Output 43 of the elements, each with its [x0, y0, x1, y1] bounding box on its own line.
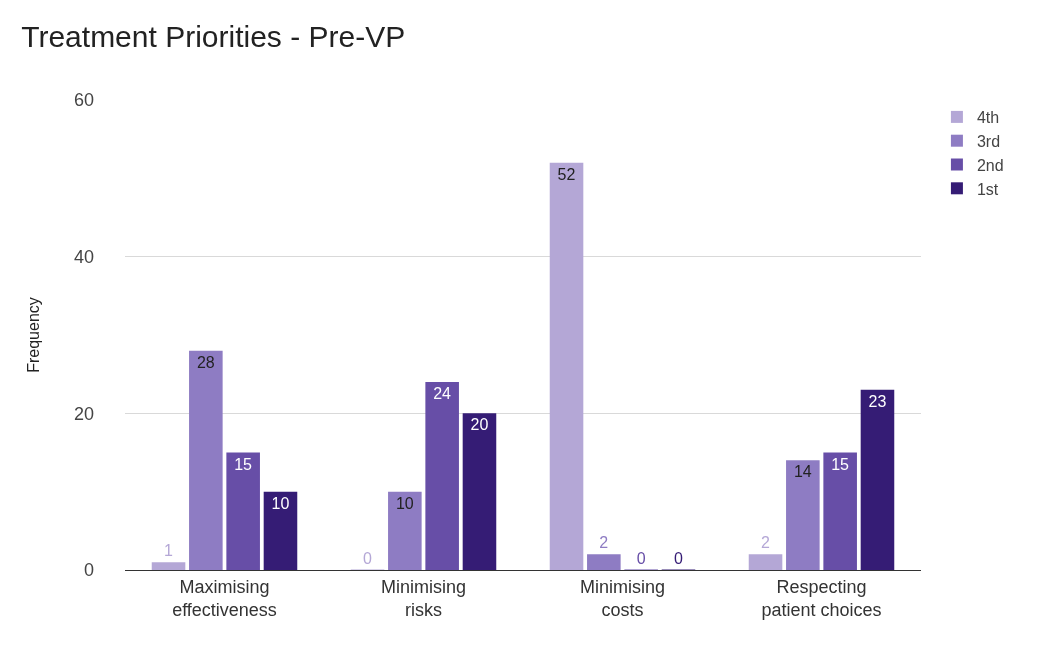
bar [263, 491, 298, 570]
bar [226, 452, 260, 570]
data-label: 0 [636, 550, 646, 567]
y-tick-label: 20 [73, 403, 94, 424]
bar [189, 350, 223, 570]
data-label: 10 [395, 494, 414, 512]
data-label: 2 [761, 534, 771, 552]
data-label: 10 [271, 494, 290, 512]
data-label: 0 [363, 550, 373, 567]
legend-label: 3rd [976, 132, 1001, 150]
chart-title: Treatment Priorities - Pre-VP [21, 20, 406, 54]
legend-label: 1st [976, 180, 999, 198]
data-label: 15 [234, 455, 253, 473]
legend-label: 2nd [976, 156, 1004, 174]
data-label: 20 [470, 416, 489, 434]
bar [823, 452, 857, 570]
bar [786, 460, 820, 570]
bar [462, 413, 497, 570]
y-axis-title: Frequency [24, 297, 42, 373]
data-label: 0 [673, 550, 683, 567]
y-tick-label: 40 [73, 246, 94, 267]
data-label: 2 [599, 534, 609, 552]
data-label: 24 [433, 385, 452, 402]
bar [151, 562, 186, 570]
data-label: 14 [793, 463, 812, 481]
bar [425, 382, 459, 570]
data-label: 23 [868, 392, 887, 410]
y-tick-label: 0 [83, 560, 94, 581]
data-label: 52 [557, 165, 576, 183]
legend-label: 4th [976, 109, 1000, 127]
x-tick-label: Respecting patient choices [761, 576, 882, 620]
data-label: 1 [164, 542, 174, 560]
y-tick-label: 60 [73, 90, 94, 111]
bar [587, 554, 621, 570]
bar [748, 554, 783, 570]
data-label: 28 [196, 353, 215, 371]
x-tick-label: Minimising risks [380, 576, 467, 620]
data-label: 15 [831, 455, 850, 473]
x-tick-label: Minimising costs [579, 576, 666, 620]
bar [860, 389, 895, 570]
bar [388, 491, 422, 570]
bar [549, 162, 584, 570]
x-tick-label: Maximising effectiveness [172, 576, 277, 620]
